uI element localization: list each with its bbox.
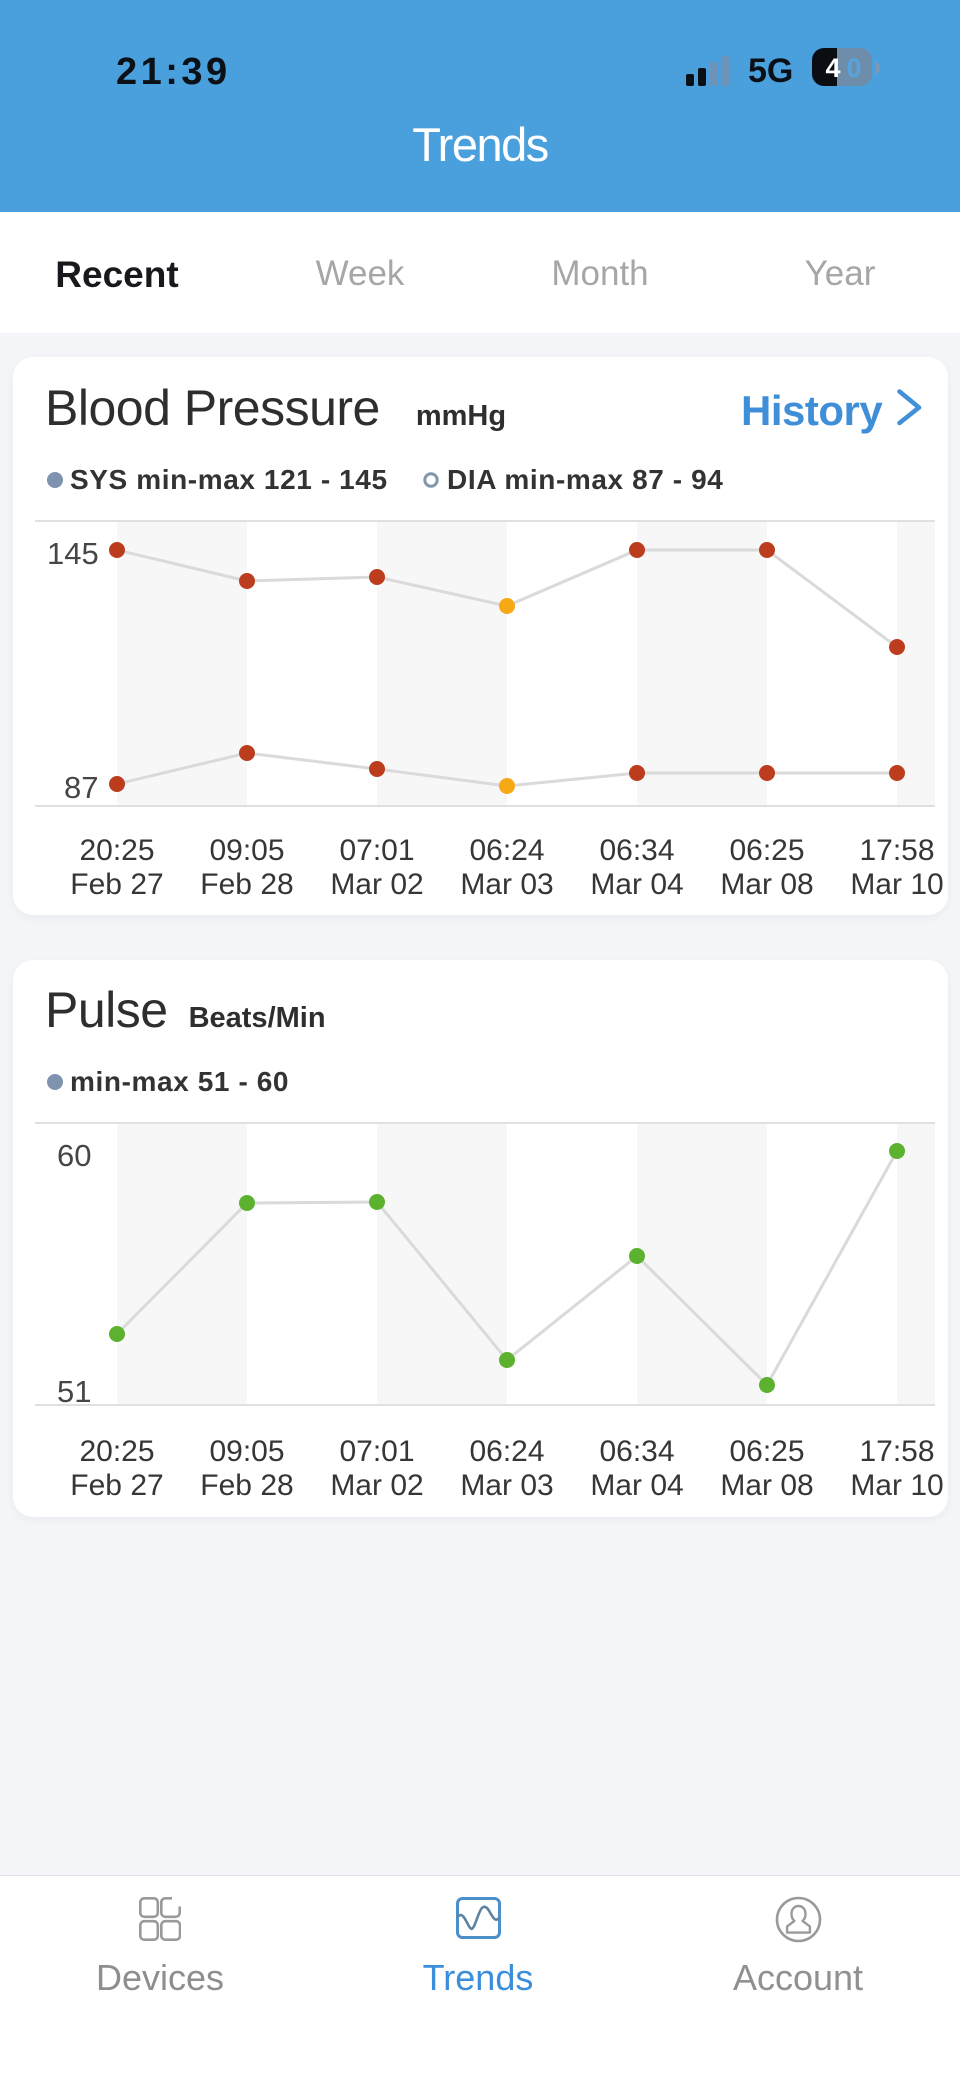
svg-text:0: 0 (846, 53, 861, 83)
svg-text:4: 4 (825, 53, 840, 83)
